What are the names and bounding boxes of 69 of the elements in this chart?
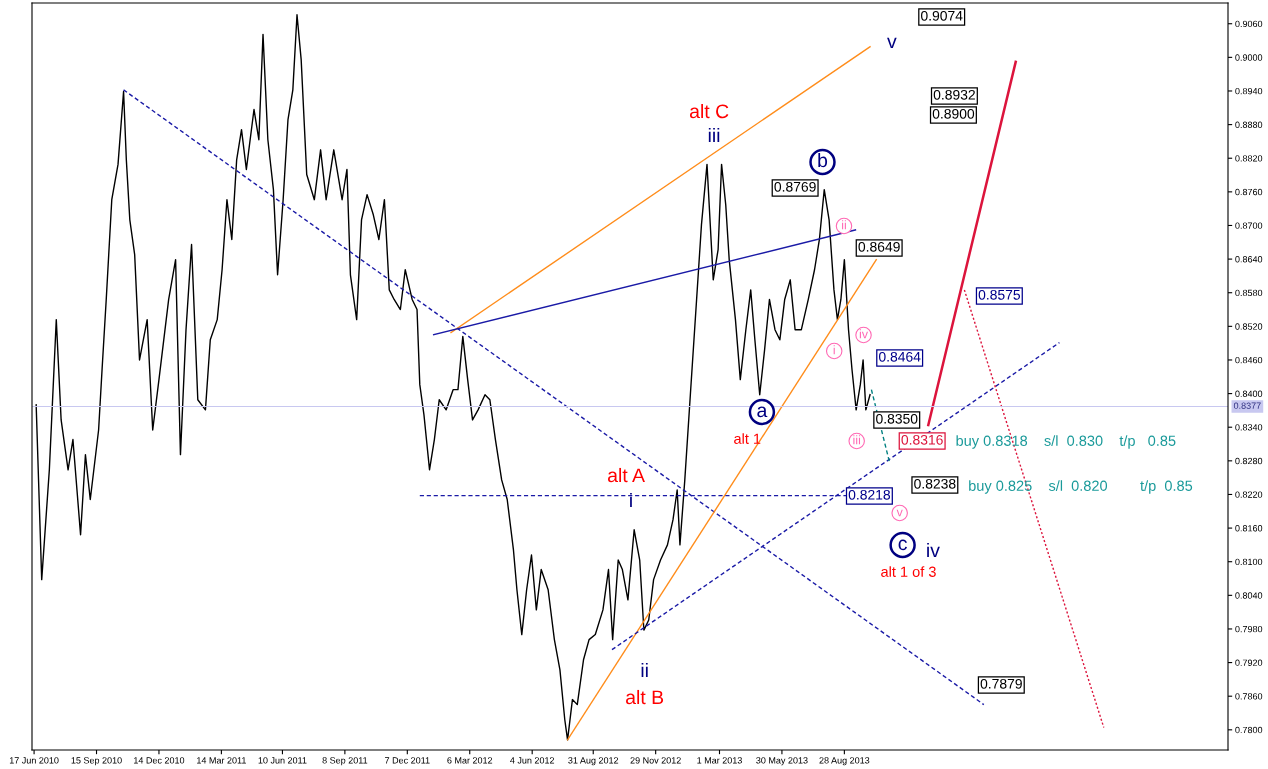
y-tick-label: 0.7860 [1235, 693, 1263, 700]
annotation: buy 0.825 s/l 0.820 t/p 0.85 [969, 480, 1193, 494]
x-tick-label: 14 Mar 2011 [197, 757, 246, 764]
x-tick-label: 14 Dec 2010 [134, 757, 185, 764]
annotation: 0.9074 [921, 10, 963, 21]
annotation: i [833, 345, 835, 355]
x-tick-label: 31 Aug 2012 [568, 757, 619, 766]
annotation: c [898, 539, 907, 551]
y-tick-label: 0.8040 [1235, 592, 1263, 599]
annotation: 0.8464 [878, 351, 921, 362]
y-tick-label: 0.8880 [1235, 121, 1263, 128]
annotation: alt A [608, 467, 645, 483]
annotation: v [887, 37, 897, 49]
annotation: iv [859, 329, 868, 339]
annotation: a [757, 406, 768, 418]
annotation: 0.8649 [858, 241, 900, 252]
y-tick-label: 0.8820 [1235, 155, 1263, 162]
annotation: 0.8932 [933, 89, 975, 100]
annotation: alt C [689, 103, 729, 119]
annotation: 0.7879 [980, 678, 1022, 689]
y-tick-label: 0.8760 [1235, 188, 1263, 196]
annotation: 0.8316 [901, 434, 943, 445]
y-tick-label: 0.8940 [1235, 87, 1263, 95]
y-tick-label: 0.8460 [1235, 356, 1263, 364]
annotation: iii [708, 127, 720, 143]
y-tick-label: 0.7920 [1235, 659, 1263, 666]
annotation: b [818, 152, 828, 168]
x-tick-label: 10 Jun 2011 [258, 757, 307, 764]
y-tick-label: 0.8400 [1235, 390, 1263, 397]
y-tick-label: 0.8640 [1235, 256, 1263, 263]
annotation: alt 1 [734, 433, 761, 444]
annotation: alt B [626, 689, 664, 705]
x-tick-label: 30 May 2013 [756, 757, 808, 766]
y-tick-label: 0.7980 [1235, 625, 1263, 633]
annotation: alt 1 of 3 [881, 566, 936, 577]
annotation: 0.8900 [932, 108, 975, 119]
x-tick-label: 6 Mar 2012 [447, 757, 493, 764]
annotation: ii [842, 220, 846, 230]
annotation: 0.8238 [914, 478, 956, 489]
annotation: v [896, 509, 903, 517]
annotation: buy 0.8318 s/l 0.830 t/p 0.85 [956, 435, 1176, 449]
y-tick-label: 0.8160 [1235, 525, 1263, 532]
y-tick-label: 0.9000 [1235, 54, 1263, 61]
y-tick-label: 0.8580 [1235, 289, 1263, 297]
x-tick-label: 1 Mar 2013 [697, 757, 742, 764]
annotation: 0.8575 [978, 289, 1021, 300]
y-tick-label: 0.8100 [1235, 558, 1263, 566]
ref-line-label: 0.8377 [1233, 402, 1261, 409]
x-tick-label: 7 Dec 2011 [385, 757, 430, 764]
annotation: ii [641, 662, 648, 678]
y-tick-label: 0.8340 [1235, 424, 1263, 431]
annotation: iii [853, 435, 861, 445]
annotation: iv [927, 542, 940, 558]
x-tick-label: 17 Jun 2010 [9, 757, 59, 764]
y-tick-label: 0.9060 [1235, 20, 1263, 28]
y-tick-label: 0.8520 [1235, 323, 1263, 330]
annotation: 0.8350 [876, 413, 918, 424]
x-tick-label: 15 Sep 2010 [71, 757, 122, 766]
x-tick-label: 4 Jun 2012 [510, 757, 555, 764]
y-tick-label: 0.8220 [1235, 491, 1263, 498]
y-tick-label: 0.8280 [1235, 457, 1263, 465]
y-tick-label: 0.8700 [1235, 222, 1263, 229]
x-tick-label: 29 Nov 2012 [630, 757, 681, 764]
annotation: 0.8769 [774, 181, 816, 192]
annotation: i [630, 492, 632, 508]
y-tick-label: 0.7800 [1235, 726, 1263, 734]
x-tick-label: 28 Aug 2013 [819, 757, 870, 766]
annotation: 0.8218 [848, 489, 891, 500]
x-tick-label: 8 Sep 2011 [322, 757, 368, 766]
